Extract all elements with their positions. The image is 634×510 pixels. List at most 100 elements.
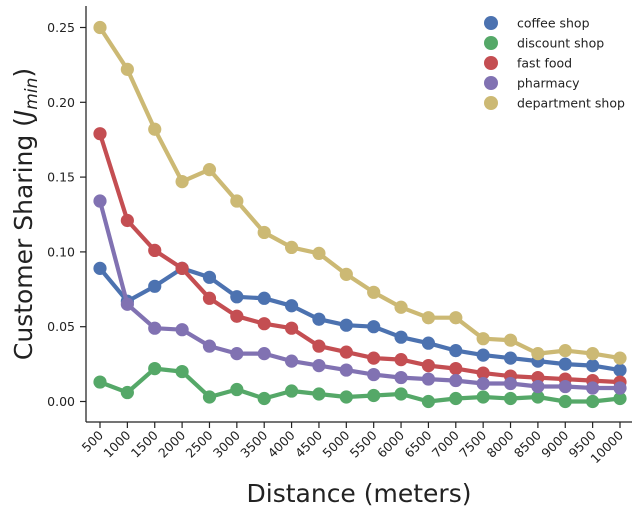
data-point-fast-food (367, 351, 381, 365)
data-point-pharmacy (120, 297, 134, 311)
legend-marker-discount-shop (484, 36, 498, 50)
x-tick-label: 2500 (182, 427, 215, 460)
data-point-pharmacy (476, 376, 490, 391)
legend-marker-department-shop (484, 96, 498, 110)
data-point-discount-shop (312, 387, 326, 401)
data-point-fast-food (120, 213, 134, 228)
data-point-coffee-shop (312, 312, 326, 326)
data-point-fast-food (284, 321, 299, 335)
x-tick-label: 5500 (347, 427, 380, 460)
data-point-pharmacy (93, 194, 107, 208)
data-point-coffee-shop (421, 336, 436, 350)
data-point-fast-food (449, 361, 463, 376)
x-tick-label: 7500 (456, 427, 489, 460)
legend-item-fast-food: fast food (484, 56, 572, 71)
y-axis-title-suffix: ) (9, 68, 38, 78)
data-point-discount-shop (503, 391, 518, 406)
data-point-department-shop (449, 311, 463, 325)
data-point-pharmacy (531, 379, 545, 394)
data-point-fast-food (175, 261, 189, 275)
data-point-discount-shop (476, 390, 490, 404)
data-point-fast-food (93, 127, 107, 141)
data-point-department-shop (339, 267, 353, 281)
data-point-pharmacy (175, 323, 189, 337)
y-tick-label: 0.20 (47, 95, 75, 110)
data-point-fast-food (339, 345, 353, 359)
x-tick-label: 7000 (429, 427, 462, 460)
x-tick-label: 8500 (511, 427, 544, 460)
data-point-coffee-shop (503, 351, 518, 365)
data-point-discount-shop (93, 375, 107, 389)
data-point-discount-shop (257, 391, 271, 406)
data-point-pharmacy (558, 379, 572, 394)
y-tick-label: 0.05 (47, 319, 75, 334)
data-point-discount-shop (230, 382, 244, 397)
series-layer (93, 20, 627, 409)
data-point-pharmacy (503, 376, 518, 391)
data-point-pharmacy (312, 358, 326, 373)
data-point-fast-food (312, 339, 326, 353)
y-ticks: 0.00 0.05 0.10 0.15 0.20 0.25 (47, 20, 86, 409)
legend-item-pharmacy: pharmacy (484, 76, 580, 91)
data-point-fast-food (257, 317, 271, 331)
y-axis-title-prefix: Customer Sharing ( (9, 117, 38, 360)
data-point-department-shop (202, 163, 217, 177)
data-point-pharmacy (421, 372, 436, 386)
y-tick-label: 0.15 (47, 170, 75, 185)
x-tick-label: 9000 (538, 427, 571, 460)
legend-item-coffee-shop: coffee shop (484, 16, 590, 31)
data-point-department-shop (257, 225, 271, 240)
x-tick-label: 1500 (128, 427, 161, 460)
data-point-discount-shop (558, 394, 572, 409)
data-point-fast-food (421, 358, 436, 373)
x-tick-label: 1000 (100, 427, 133, 460)
data-point-fast-food (394, 353, 408, 367)
data-point-fast-food (202, 291, 217, 305)
data-point-coffee-shop (449, 344, 463, 358)
data-point-fast-food (230, 309, 244, 323)
x-tick-label: 8000 (484, 427, 517, 460)
data-point-discount-shop (421, 394, 436, 409)
data-point-department-shop (175, 174, 189, 189)
data-point-coffee-shop (93, 261, 107, 275)
legend-label-coffee-shop: coffee shop (517, 16, 590, 31)
data-point-department-shop (531, 347, 545, 361)
y-axis-title-subscript: min (22, 78, 42, 110)
data-point-fast-food (148, 243, 162, 258)
legend-label-pharmacy: pharmacy (517, 76, 580, 91)
legend-marker-coffee-shop (484, 16, 498, 30)
data-point-pharmacy (230, 347, 244, 361)
data-point-discount-shop (531, 390, 545, 404)
x-tick-label: 4500 (292, 427, 325, 460)
y-tick-label: 0.25 (47, 20, 75, 35)
data-point-discount-shop (586, 394, 600, 409)
data-point-pharmacy (613, 381, 627, 395)
data-point-discount-shop (367, 388, 381, 403)
data-point-department-shop (558, 344, 572, 358)
legend-label-department-shop: department shop (517, 96, 625, 111)
data-point-coffee-shop (339, 318, 353, 332)
data-point-department-shop (93, 20, 107, 35)
legend-item-department-shop: department shop (484, 96, 625, 111)
data-point-department-shop (230, 194, 244, 208)
data-point-coffee-shop (284, 299, 299, 313)
data-point-pharmacy (284, 354, 299, 368)
data-point-coffee-shop (148, 279, 162, 293)
data-point-pharmacy (148, 321, 162, 335)
data-point-coffee-shop (257, 291, 271, 305)
data-point-pharmacy (339, 363, 353, 377)
data-point-pharmacy (586, 381, 600, 395)
legend-label-discount-shop: discount shop (517, 36, 604, 51)
data-point-department-shop (613, 351, 627, 365)
data-point-department-shop (503, 333, 518, 347)
data-point-coffee-shop (394, 330, 408, 344)
x-tick-label: 5000 (319, 427, 352, 460)
x-tick-label: 2000 (155, 427, 188, 460)
data-point-discount-shop (449, 391, 463, 406)
data-point-discount-shop (394, 387, 408, 401)
data-point-pharmacy (394, 370, 408, 385)
series-department-shop (93, 20, 627, 365)
data-point-discount-shop (175, 364, 189, 379)
data-point-discount-shop (284, 384, 299, 398)
